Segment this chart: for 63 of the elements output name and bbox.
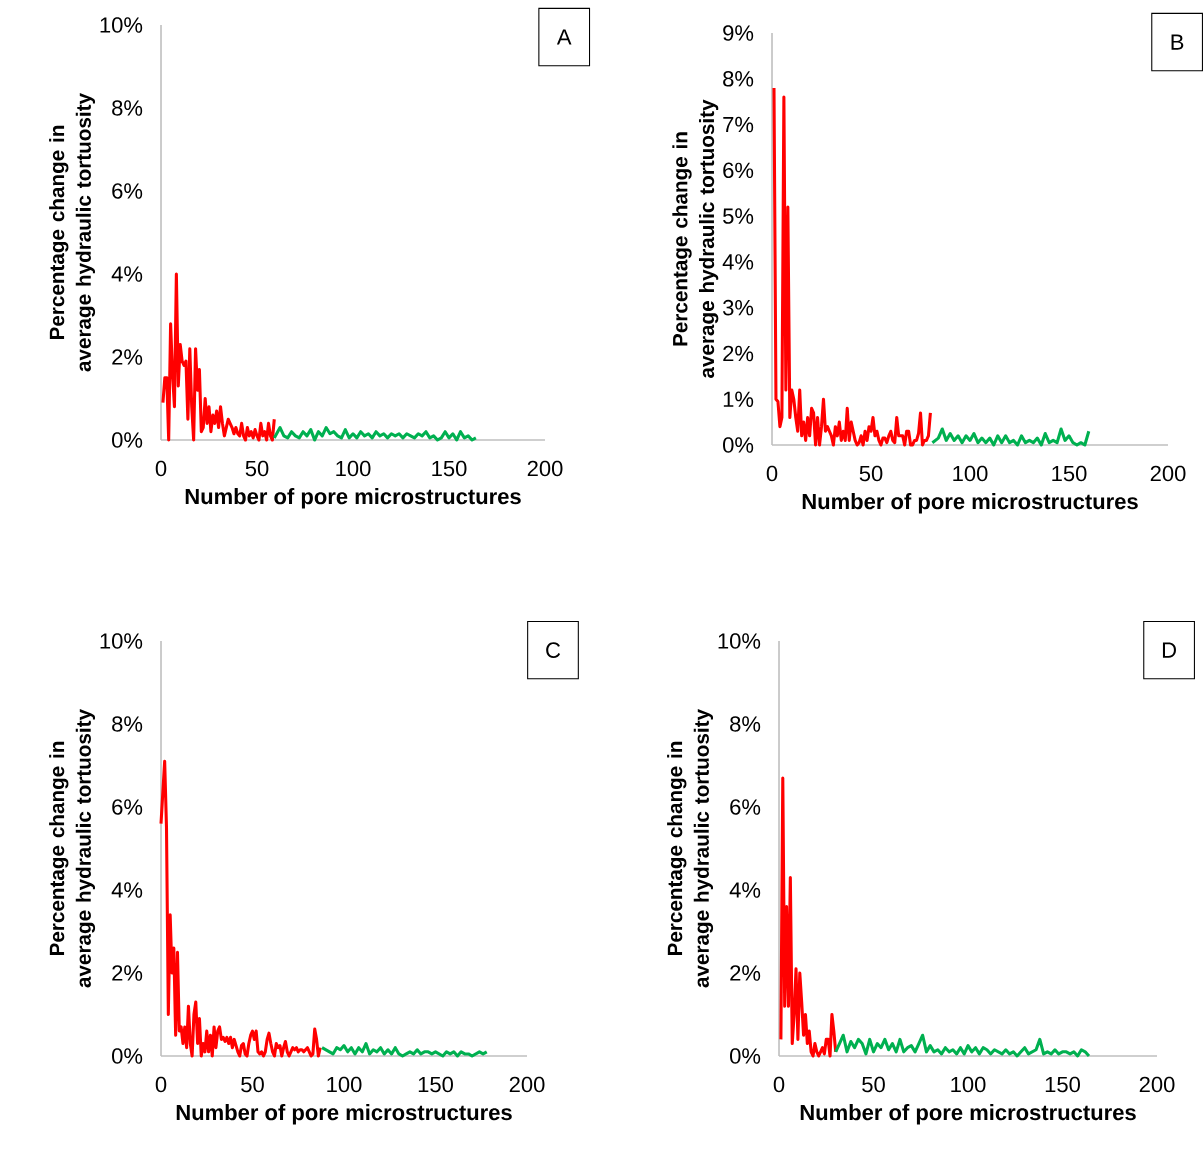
y-tick-label: 8% <box>730 716 761 732</box>
y-tick-label: 8% <box>723 70 754 87</box>
x-axis-title: Number of pore microstructures <box>185 488 521 509</box>
y-tick-label: 5% <box>723 208 754 224</box>
x-tick-label: 0 <box>773 1076 785 1093</box>
y-tick-label: 0% <box>112 432 143 448</box>
x-tick-label: 100 <box>336 460 371 477</box>
y-tick-label: 2% <box>723 345 754 362</box>
text: C <box>546 642 561 658</box>
y-axis-title: Percentage change in average hydraulic tortuosity <box>49 709 96 988</box>
y-axis-title: Percentage change in average hydraulic tortuosity <box>672 99 719 378</box>
y-tick-label: 4% <box>722 254 754 270</box>
x-tick-label: 0 <box>155 1076 167 1093</box>
y-tick-label: 8% <box>112 716 143 732</box>
x-tick-label: 100 <box>327 1076 362 1093</box>
y-tick-label: 9% <box>723 25 754 41</box>
x-tick-label: 50 <box>862 1076 885 1093</box>
x-tick-label: 0 <box>155 460 167 477</box>
y-tick-label: 2% <box>730 965 761 981</box>
x-tick-label: 150 <box>432 460 467 477</box>
line-series <box>272 426 478 442</box>
text: A <box>556 29 572 45</box>
y-tick-label: 6% <box>112 799 143 815</box>
y-tick-label: 0% <box>723 437 754 453</box>
x-tick-label: 150 <box>418 1076 453 1093</box>
y-tick-label: 2% <box>112 965 143 981</box>
x-tick-label: 50 <box>245 460 269 477</box>
x-tick-label: 200 <box>509 1076 545 1093</box>
y-tick-label: 4% <box>111 882 143 898</box>
y-tick-label: 7% <box>723 116 754 133</box>
x-tick-label: 50 <box>859 465 883 482</box>
y-tick-label: 2% <box>112 349 143 365</box>
y-tick-label: 4% <box>729 882 761 898</box>
y-tick-label: 6% <box>723 162 754 179</box>
y-tick-label: 0% <box>730 1048 761 1064</box>
x-tick-label: 200 <box>1139 1076 1175 1093</box>
x-tick-label: 200 <box>527 460 563 477</box>
y-tick-label: 6% <box>112 183 143 199</box>
line-series <box>930 427 1091 447</box>
x-tick-label: 150 <box>1045 1076 1080 1093</box>
y-tick-label: 4% <box>111 266 143 282</box>
y-tick-label: 3% <box>723 299 754 316</box>
y-tick-label: 10% <box>100 633 143 649</box>
y-tick-label: 0% <box>112 1048 143 1064</box>
y-tick-label: 10% <box>100 17 143 33</box>
x-tick-label: 100 <box>953 465 988 482</box>
line-series <box>779 776 838 1058</box>
y-axis-title: Percentage change in average hydraulic tortuosity <box>49 93 96 372</box>
x-tick-label: 200 <box>1150 465 1186 482</box>
y-tick-label: 8% <box>112 100 143 116</box>
text: B <box>1171 34 1184 50</box>
y-axis-title: Percentage change in average hydraulic tortuosity <box>667 709 714 988</box>
x-axis-title: Number of pore microstructures <box>800 1104 1136 1125</box>
y-tick-label: 6% <box>730 799 761 815</box>
x-tick-label: 150 <box>1052 465 1087 482</box>
x-axis-title: Number of pore microstructures <box>802 493 1138 514</box>
x-tick-label: 50 <box>241 1076 264 1093</box>
x-tick-label: 0 <box>766 465 778 482</box>
text: D <box>1162 642 1176 658</box>
y-tick-label: 10% <box>718 633 761 649</box>
y-tick-label: 1% <box>723 391 754 407</box>
x-tick-label: 100 <box>951 1076 986 1093</box>
x-axis-title: Number of pore microstructures <box>176 1104 512 1125</box>
